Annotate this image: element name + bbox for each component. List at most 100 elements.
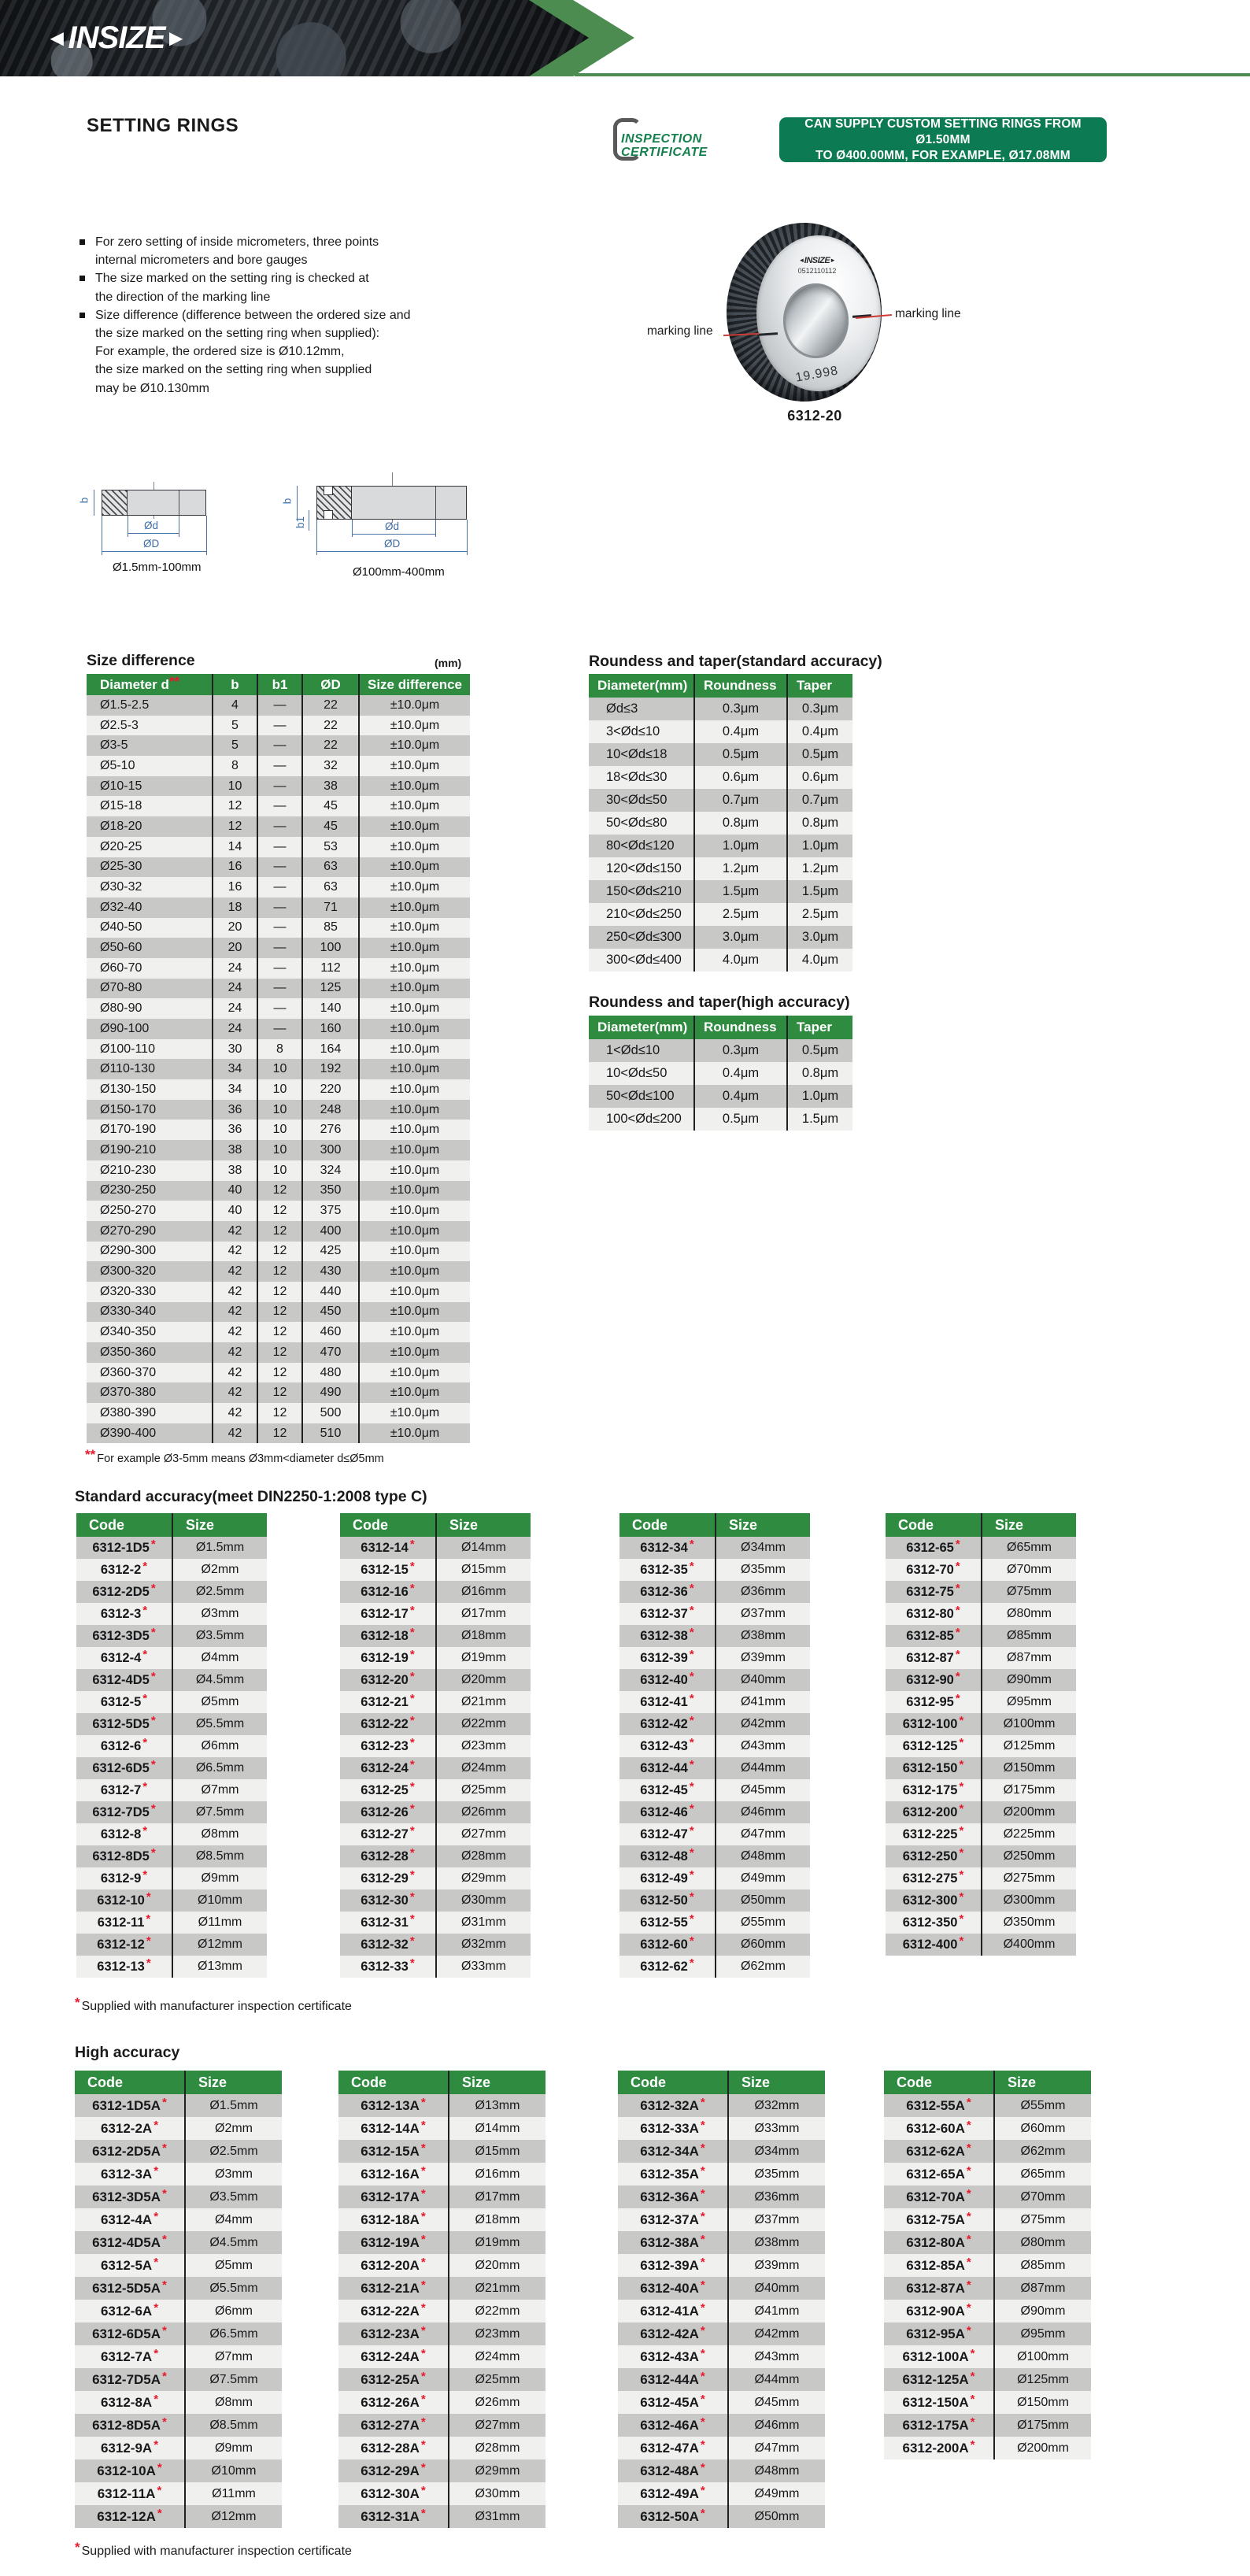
table-row: Ø32-40 18 — 71 ±10.0μm [87,897,470,918]
certificate-asterisk: * [142,1735,148,1749]
cell-size-difference: ±10.0μm [358,1038,470,1060]
cell-code: 6312-33A * [640,2118,705,2136]
cell-taper: 0.5μm [786,1039,852,1062]
cell-size: Ø19mm [448,2231,545,2254]
cell-taper: 4.0μm [786,949,852,972]
col-header-code: Code [618,2071,728,2094]
cell-size: Ø275mm [981,1867,1076,1889]
cell-size: Ø8mm [172,1823,267,1845]
col-header-code: Code [76,1513,172,1537]
certificate-asterisk: * [955,1691,960,1705]
table-row: 6312-75 * Ø75mm [886,1581,1076,1603]
cell-b1: — [257,978,302,999]
cell-size: Ø2mm [172,1559,267,1581]
banner-line1: CAN SUPPLY CUSTOM SETTING RINGS FROM Ø1.… [804,117,1082,146]
bullet-item: For zero setting of inside micrometers, … [79,233,567,269]
cell-size: Ø16mm [435,1581,531,1603]
cell-code: 6312-200 * [902,1801,964,1819]
cell-size: Ø7mm [184,2345,282,2368]
cell-size: Ø30mm [435,1889,531,1912]
ring-model-caption: 6312-20 [787,408,842,424]
size-difference-unit: (mm) [435,657,462,669]
cell-code: 6312-43A * [640,2346,705,2364]
certificate-asterisk: * [162,2369,167,2383]
cell-size: Ø38mm [715,1625,810,1647]
table-row: 6312-48 * Ø48mm [619,1845,810,1867]
cell-code: 6312-55 * [640,1912,694,1930]
cell-code: 6312-10 * [97,1889,151,1908]
certificate-asterisk: * [420,2369,426,2383]
table-row: 6312-9 * Ø9mm [76,1867,267,1889]
cell-size-difference: ±10.0μm [358,1261,470,1282]
table-row: 6312-3D5A * Ø3.5mm [75,2186,282,2208]
certificate-asterisk: * [959,1713,964,1727]
table-row: 6312-2A * Ø2mm [75,2117,282,2140]
cell-b1: 8 [257,1038,302,1060]
certificate-asterisk: * [420,2278,426,2292]
cell-code: 6312-27 * [361,1823,415,1841]
cell-diameter: Ø380-390 [100,1405,157,1419]
cell-OD: 22 [301,735,359,757]
cell-diameter-range: 100<Ød≤200 [606,1112,682,1126]
cell-diameter-range: 10<Ød≤18 [606,747,668,761]
certificate-asterisk: * [959,1779,964,1793]
cell-size: Ø48mm [727,2459,825,2482]
cell-diameter: Ø350-360 [100,1345,157,1359]
table-row: 6312-43 * Ø43mm [619,1735,810,1757]
cell-roundness: 0.5μm [693,1108,787,1131]
cell-OD: 112 [301,957,359,979]
bullet-item: The size marked on the setting ring is c… [79,269,567,305]
certificate-asterisk: * [966,2186,971,2200]
certificate-asterisk: * [75,1995,80,2010]
certificate-asterisk: * [959,1867,964,1882]
cell-code: 6312-3D5 * [92,1625,156,1643]
table-row: Ø320-330 42 12 440 ±10.0μm [87,1281,470,1302]
table-row: 6312-22 * Ø22mm [340,1713,531,1735]
cell-code: 6312-48A * [640,2460,705,2478]
cell-OD: 430 [301,1261,359,1282]
table-row: 6312-12A * Ø12mm [75,2505,282,2528]
cell-size: Ø26mm [448,2391,545,2414]
cell-size: Ø48mm [715,1845,810,1867]
diagram-large-b-extension [297,486,298,520]
cell-b1: 12 [257,1342,302,1363]
cell-OD: 440 [301,1281,359,1302]
table-row: 6312-44 * Ø44mm [619,1757,810,1779]
dimension-label-b1: b1 [294,516,307,529]
certificate-asterisk: * [420,2437,426,2452]
cell-b1: — [257,938,302,958]
col-header-size: Size [448,2071,545,2094]
cell-size: Ø8.5mm [172,1845,267,1867]
cell-diameter: Ø20-25 [100,839,142,853]
table-row: 50<Ød≤100 0.4μm 1.0μm [589,1085,852,1108]
certificate-asterisk: * [420,2323,426,2337]
table-row: 30<Ød≤50 0.7μm 0.7μm [589,789,852,812]
certificate-asterisk: * [689,1625,694,1639]
cell-diameter: Ø80-90 [100,1001,142,1016]
cell-OD: 160 [301,1019,359,1039]
dimension-label-OD: ØD [143,538,160,550]
standard-accuracy-table-2: Code Size 6312-14 * Ø14mm 6312-15 * Ø15mm … [340,1513,531,1978]
cell-taper: 1.0μm [786,835,852,857]
cell-size: Ø87mm [981,1647,1076,1669]
cell-OD: 324 [301,1160,359,1181]
cell-OD: 63 [301,877,359,898]
diagram-large-od-line [352,534,436,535]
table-row: 6312-100A * Ø100mm [884,2345,1091,2368]
cell-diameter-range: 210<Ød≤250 [606,907,682,921]
table-row: 120<Ød≤150 1.2μm 1.2μm [589,857,852,880]
certificate-asterisk: * [966,2209,971,2223]
cell-size: Ø36mm [715,1581,810,1603]
cell-b: 42 [212,1261,257,1282]
cell-size: Ø400mm [981,1934,1076,1956]
cell-b: 12 [212,816,257,837]
certificate-asterisk: * [700,2506,705,2520]
certificate-asterisk: * [959,1801,964,1815]
table-row: 6312-23A * Ø23mm [338,2322,545,2345]
cell-code: 6312-14A * [361,2118,426,2136]
cell-code: 6312-1D5A * [92,2095,167,2113]
table-row: Ø230-250 40 12 350 ±10.0μm [87,1180,470,1201]
table-row: 6312-4D5A * Ø4.5mm [75,2231,282,2254]
cell-diameter: Ø130-150 [100,1082,157,1096]
table-row: 6312-47A * Ø47mm [618,2437,825,2459]
